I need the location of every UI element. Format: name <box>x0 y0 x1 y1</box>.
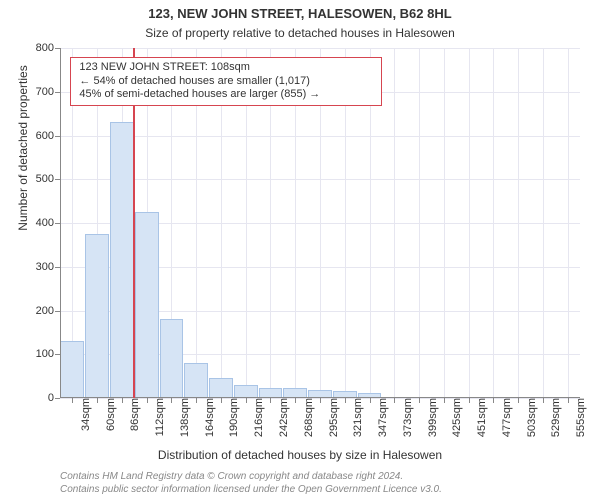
xtick-mark <box>543 398 544 403</box>
xtick-label: 373sqm <box>400 398 414 437</box>
ytick-label: 200 <box>36 305 60 317</box>
bar <box>60 341 84 398</box>
x-axis-label: Distribution of detached houses by size … <box>0 448 600 462</box>
chart-title: 123, NEW JOHN STREET, HALESOWEN, B62 8HL <box>0 6 600 21</box>
credits-text: Contains HM Land Registry data © Crown c… <box>60 471 442 496</box>
gridline-v <box>518 48 519 398</box>
gridline-v <box>444 48 445 398</box>
bar <box>110 122 134 398</box>
ytick-label: 800 <box>36 42 60 54</box>
xtick-mark <box>221 398 222 403</box>
gridline-v <box>543 48 544 398</box>
xtick-label: 242sqm <box>276 398 290 437</box>
y-axis-label: Number of detached properties <box>16 0 30 323</box>
xtick-mark <box>196 398 197 403</box>
annotation-line: 45% of semi-detached houses are larger (… <box>79 88 373 102</box>
credits-line: Contains public sector information licen… <box>60 484 442 497</box>
annotation-line: 123 NEW JOHN STREET: 108sqm <box>79 61 373 75</box>
bar <box>135 212 159 398</box>
ytick-label: 700 <box>36 86 60 98</box>
xtick-mark <box>295 398 296 403</box>
xtick-label: 399sqm <box>425 398 439 437</box>
ytick-label: 0 <box>48 392 60 404</box>
ytick-label: 500 <box>36 173 60 185</box>
xtick-label: 268sqm <box>301 398 315 437</box>
credits-line: Contains HM Land Registry data © Crown c… <box>60 471 442 484</box>
gridline-v <box>469 48 470 398</box>
xtick-label: 295sqm <box>326 398 340 437</box>
xtick-mark <box>469 398 470 403</box>
bar <box>209 378 233 398</box>
bar <box>160 319 184 398</box>
xtick-mark <box>370 398 371 403</box>
xtick-mark <box>320 398 321 403</box>
xtick-label: 112sqm <box>152 398 166 436</box>
xtick-label: 477sqm <box>499 398 513 437</box>
xtick-mark <box>72 398 73 403</box>
xtick-mark <box>246 398 247 403</box>
xtick-label: 216sqm <box>251 398 265 437</box>
ytick-label: 400 <box>36 217 60 229</box>
xtick-label: 425sqm <box>449 398 463 437</box>
xtick-label: 60sqm <box>103 398 117 431</box>
xtick-mark <box>518 398 519 403</box>
xtick-label: 34sqm <box>78 398 92 431</box>
gridline-v <box>568 48 569 398</box>
chart-subtitle: Size of property relative to detached ho… <box>0 26 600 40</box>
xtick-mark <box>419 398 420 403</box>
annotation-box: 123 NEW JOHN STREET: 108sqm← 54% of deta… <box>70 57 382 106</box>
xtick-label: 529sqm <box>548 398 562 437</box>
xtick-mark <box>444 398 445 403</box>
xtick-label: 503sqm <box>524 398 538 437</box>
xtick-mark <box>122 398 123 403</box>
xtick-label: 451sqm <box>474 398 488 437</box>
ytick-label: 600 <box>36 130 60 142</box>
xtick-mark <box>270 398 271 403</box>
bar <box>85 234 109 398</box>
gridline-v <box>394 48 395 398</box>
gridline-v <box>493 48 494 398</box>
xtick-mark <box>345 398 346 403</box>
gridline-v <box>419 48 420 398</box>
bar <box>184 363 208 398</box>
xtick-label: 164sqm <box>202 398 216 437</box>
ytick-label: 100 <box>36 348 60 360</box>
xtick-mark <box>171 398 172 403</box>
xtick-label: 138sqm <box>177 398 191 437</box>
xtick-mark <box>568 398 569 403</box>
xtick-label: 86sqm <box>127 398 141 431</box>
xtick-mark <box>97 398 98 403</box>
plot-area: 010020030040050060070080034sqm60sqm86sqm… <box>60 48 580 398</box>
xtick-mark <box>493 398 494 403</box>
axis-bottom <box>60 397 580 398</box>
xtick-label: 190sqm <box>226 398 240 437</box>
axis-left <box>60 48 61 398</box>
xtick-label: 555sqm <box>573 398 587 437</box>
xtick-label: 321sqm <box>350 398 364 437</box>
annotation-line: ← 54% of detached houses are smaller (1,… <box>79 75 373 89</box>
xtick-mark <box>147 398 148 403</box>
ytick-label: 300 <box>36 261 60 273</box>
xtick-label: 347sqm <box>375 398 389 437</box>
xtick-mark <box>394 398 395 403</box>
figure: 123, NEW JOHN STREET, HALESOWEN, B62 8HL… <box>0 0 600 500</box>
